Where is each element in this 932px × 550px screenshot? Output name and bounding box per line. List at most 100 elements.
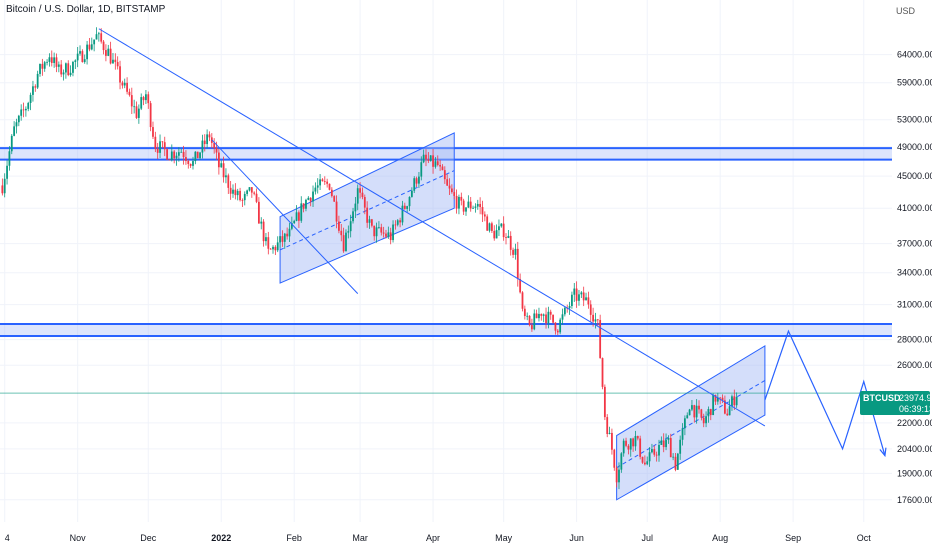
candle-down (116, 62, 119, 67)
candle-up (538, 313, 540, 319)
price-tick-label: 45000.00 (897, 171, 932, 181)
candle-down (575, 288, 578, 301)
time-tick-label: 4 (5, 533, 10, 543)
candle-up (206, 134, 209, 145)
price-tick-label: 49000.00 (897, 142, 932, 152)
candle-up (123, 82, 126, 86)
candle-up (246, 190, 249, 194)
candle-down (60, 64, 63, 75)
currency-label: USD (896, 6, 916, 16)
candle-down (714, 394, 717, 402)
candle-down (582, 292, 585, 301)
candle-down (239, 190, 241, 201)
candle-up (36, 73, 39, 88)
candle-down (519, 278, 522, 293)
candle-down (531, 325, 533, 330)
candle-down (215, 148, 218, 153)
candle-down (163, 142, 166, 150)
candle-down (662, 440, 665, 448)
candle-up (107, 48, 110, 56)
price-tick-label: 28000.00 (897, 335, 932, 345)
candle-up (651, 449, 653, 453)
candle-up (368, 219, 371, 223)
candle-up (352, 211, 354, 222)
candle-up (48, 57, 51, 62)
badge-price: 23974.93 (899, 393, 932, 403)
grid (0, 0, 892, 522)
candle-down (173, 151, 176, 159)
candle-down (227, 175, 230, 188)
candle-up (594, 319, 597, 322)
candle-down (330, 189, 333, 197)
candle-up (43, 62, 46, 69)
candle-down (469, 201, 472, 209)
candle-down (359, 188, 361, 193)
time-axis[interactable]: 4 Nov Dec 2022 Feb Mar Apr May Jun Jul Aug Sep Oct (5, 533, 872, 543)
candle-up (72, 61, 74, 73)
candle-down (450, 188, 453, 193)
candle-up (681, 428, 684, 440)
candle-up (159, 141, 161, 153)
candle-down (286, 233, 289, 237)
candle-up (622, 440, 625, 454)
candle-up (467, 201, 470, 208)
candle-up (672, 456, 675, 458)
candle-down (321, 179, 324, 182)
candle-down (700, 409, 703, 418)
candle-down (596, 319, 599, 321)
candle-up (620, 453, 623, 470)
candle-down (338, 221, 340, 231)
candle-down (203, 140, 206, 145)
candle-up (354, 203, 357, 212)
candle-up (533, 313, 536, 330)
candle-up (97, 33, 100, 35)
candle-up (133, 106, 136, 108)
candle-up (573, 288, 576, 295)
candle-down (523, 308, 526, 316)
candle-up (526, 315, 529, 317)
candle-down (382, 232, 385, 234)
candle-down (723, 400, 726, 414)
candle-down (615, 467, 618, 483)
candle-down (432, 155, 434, 167)
candle-up (140, 97, 143, 109)
time-tick-label: Sep (785, 533, 801, 543)
candle-up (688, 409, 691, 416)
candle-up (319, 179, 321, 186)
candle-up (20, 109, 23, 116)
candle-up (349, 221, 352, 232)
candle-down (632, 438, 635, 447)
candle-up (69, 72, 72, 76)
support-resistance-zones (0, 147, 892, 338)
price-tick-label: 31000.00 (897, 300, 932, 310)
candle-down (425, 154, 427, 160)
candle-up (658, 444, 660, 456)
candle-down (448, 185, 451, 189)
candle-up (578, 294, 580, 301)
candle-up (691, 405, 693, 410)
candle-down (105, 50, 107, 56)
price-axis[interactable]: 64000.00 59000.00 53000.00 49000.00 45000.00… (897, 50, 932, 505)
candle-down (486, 216, 489, 231)
candle-up (288, 228, 291, 237)
candle-down (253, 192, 256, 194)
trendline (98, 28, 766, 427)
candle-up (618, 469, 620, 483)
candle-up (488, 223, 491, 231)
candle-down (373, 225, 376, 237)
candle-up (305, 199, 307, 209)
candle-down (603, 386, 606, 418)
channel-midline (279, 170, 455, 251)
candle-down (361, 192, 364, 198)
candle-down (267, 237, 270, 249)
candle-down (229, 187, 232, 194)
candle-up (731, 396, 733, 407)
candle-up (27, 102, 30, 109)
candle-up (667, 438, 670, 440)
candle-down (415, 178, 418, 184)
time-tick-label: Nov (70, 533, 87, 543)
candle-down (502, 223, 505, 238)
candle-down (460, 196, 463, 201)
candle-down (208, 134, 211, 138)
